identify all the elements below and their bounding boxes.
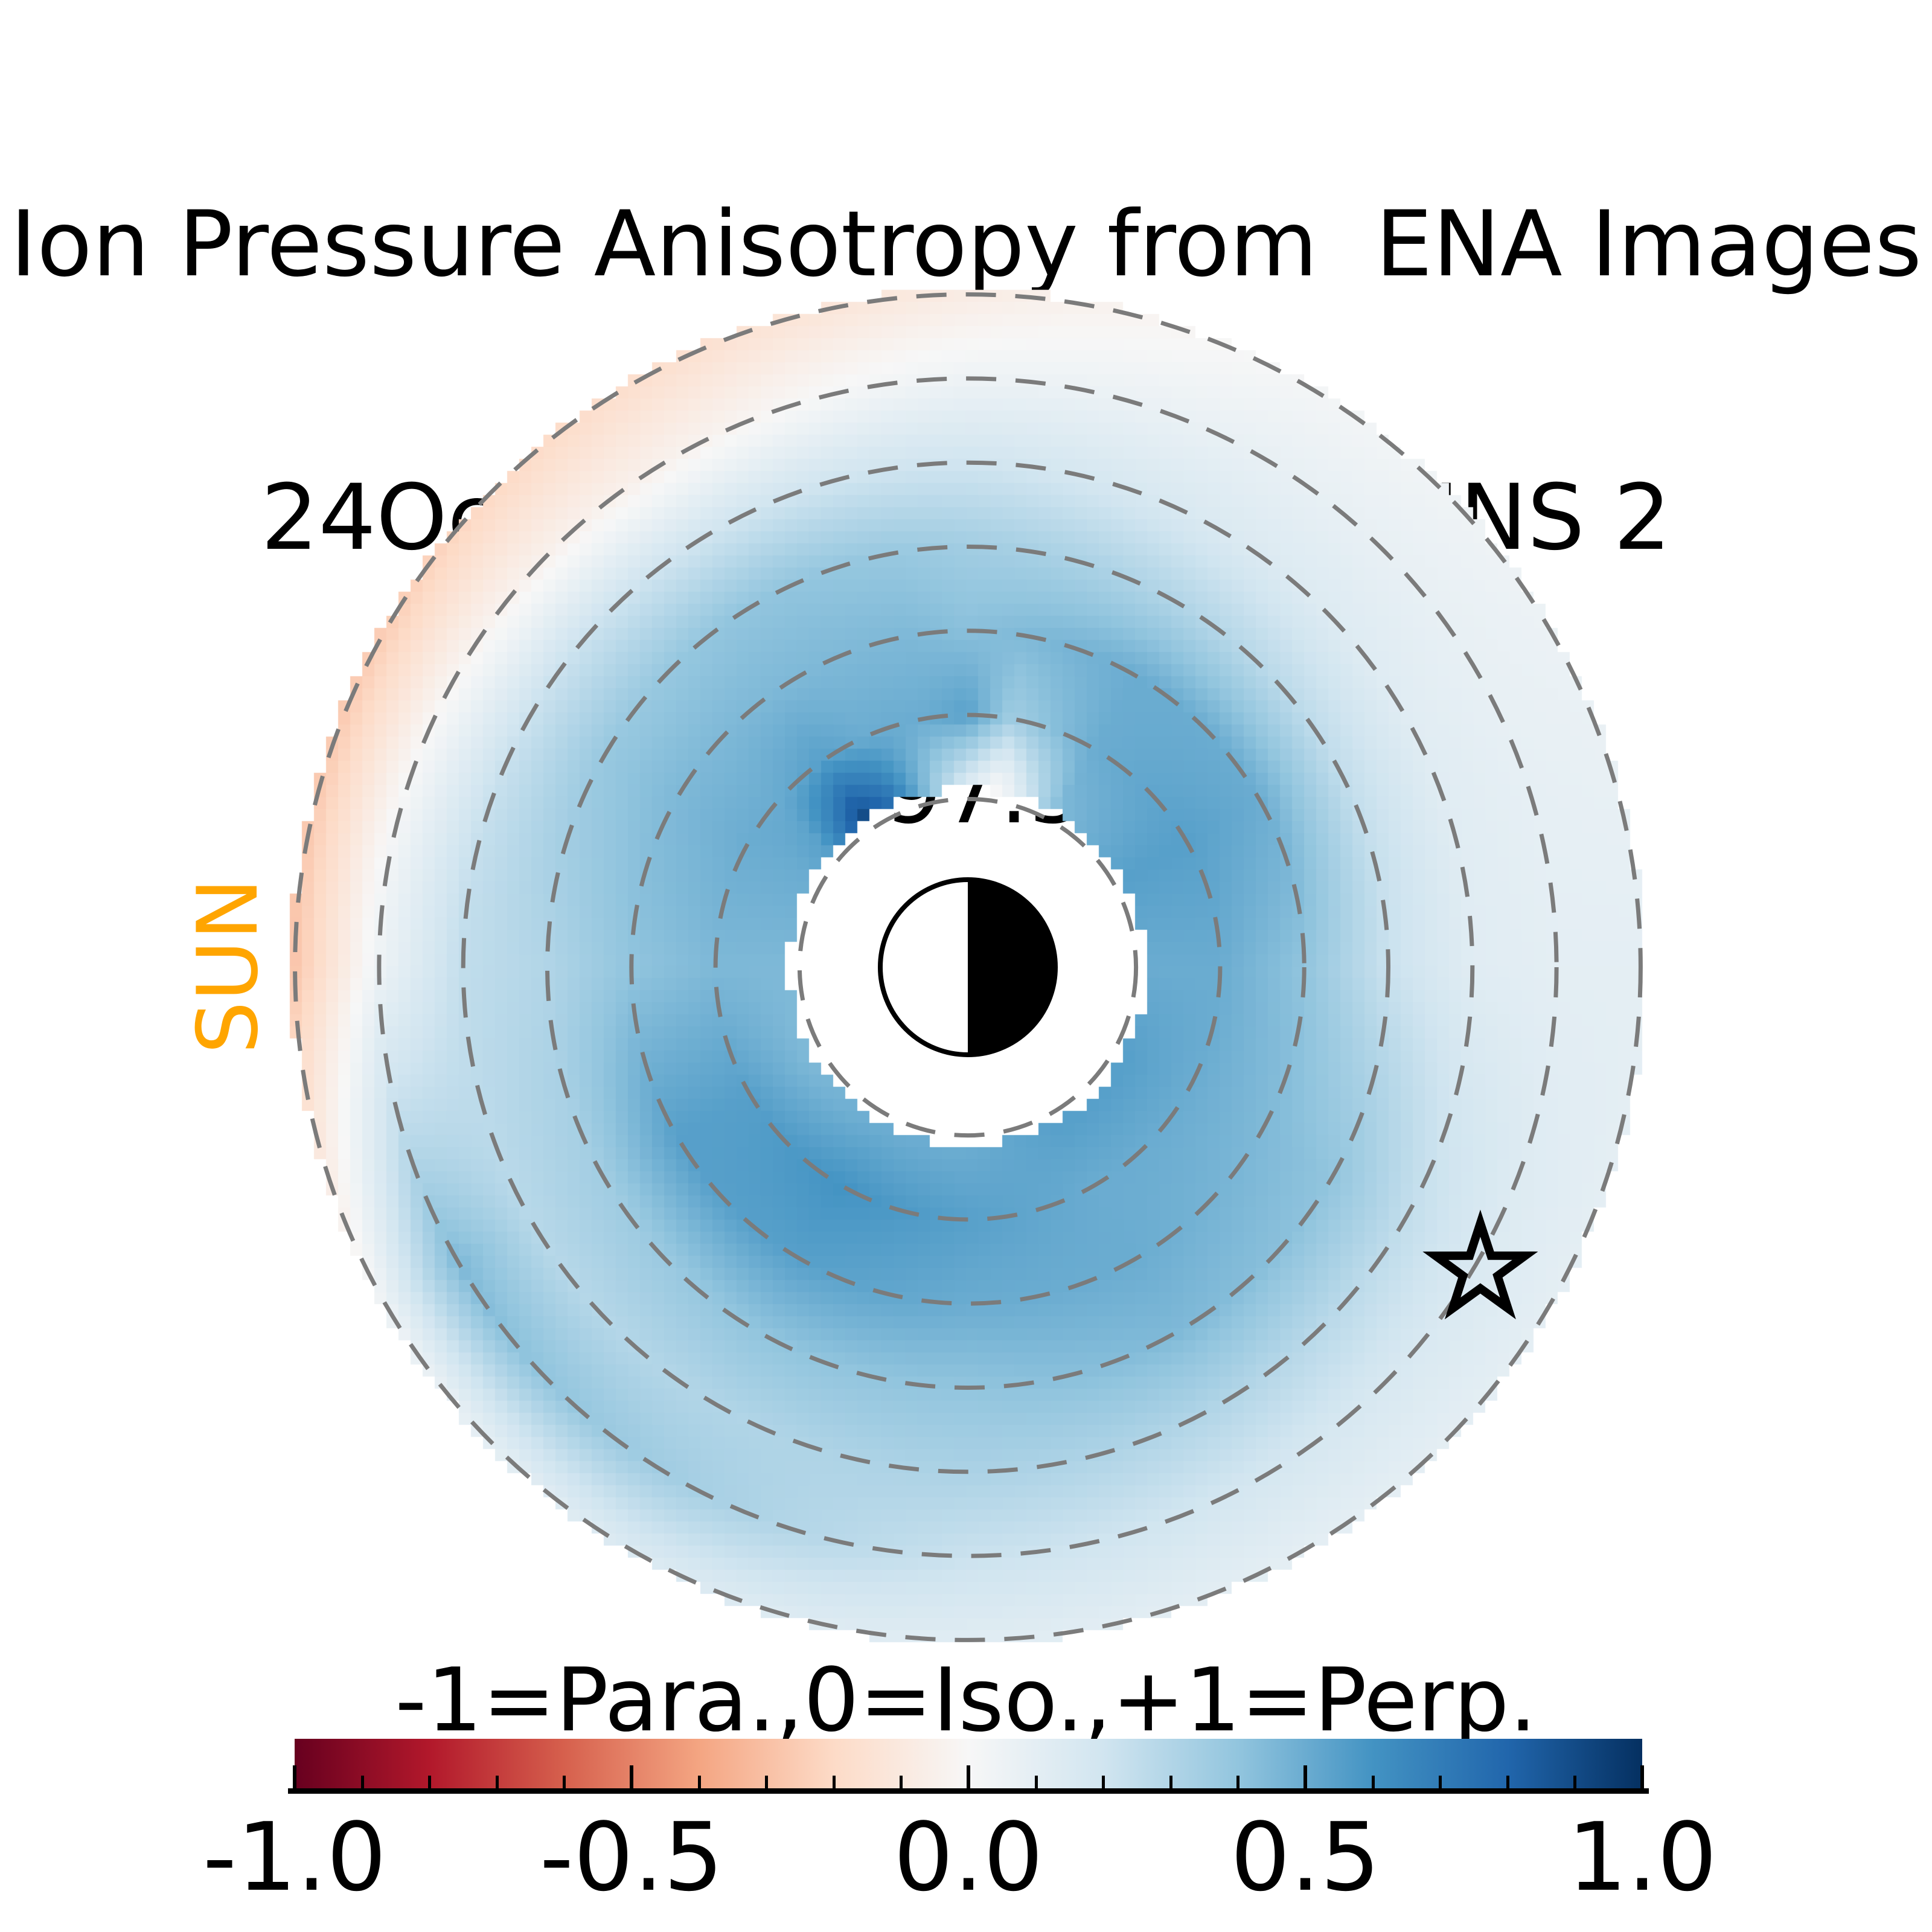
colorbar-minor-tick	[900, 1776, 903, 1788]
colorbar-axis-line	[288, 1788, 1649, 1794]
l-shell-ring	[797, 796, 1139, 1138]
colorbar-minor-tick	[1506, 1776, 1509, 1788]
l-shell-ring	[293, 292, 1643, 1642]
l-shell-ring	[629, 629, 1307, 1306]
colorbar-major-tick	[1640, 1765, 1644, 1788]
colorbar-major-tick	[967, 1765, 970, 1788]
colorbar-minor-tick	[360, 1776, 364, 1788]
colorbar-minor-tick	[1371, 1776, 1375, 1788]
colorbar-major-tick	[630, 1765, 633, 1788]
colorbar-minor-tick	[563, 1776, 566, 1788]
l-shell-ring	[545, 545, 1390, 1390]
earth-nightside-half	[968, 880, 1055, 1055]
colorbar-minor-tick	[428, 1776, 432, 1788]
colorbar-minor-tick	[495, 1776, 499, 1788]
colorbar-tick-label: -0.5	[539, 1802, 724, 1912]
spacecraft-star-marker	[1422, 1209, 1538, 1320]
l-shell-ring	[461, 460, 1475, 1474]
colorbar-minor-tick	[832, 1776, 836, 1788]
sun-direction-label: SUN	[179, 878, 277, 1054]
colorbar-minor-tick	[1439, 1776, 1442, 1788]
colorbar-tick-label: 0.0	[893, 1802, 1044, 1912]
colorbar-label: -1=Para.,0=Iso.,+1=Perp.	[395, 1649, 1537, 1751]
l-shell-ring	[377, 376, 1559, 1558]
colorbar-minor-tick	[1169, 1776, 1172, 1788]
colorbar-minor-tick	[697, 1776, 701, 1788]
l-shell-ring	[713, 712, 1223, 1222]
colorbar-minor-tick	[1573, 1776, 1577, 1788]
colorbar-tick-label: -1.0	[202, 1802, 387, 1912]
colorbar-minor-tick	[1102, 1776, 1105, 1788]
colorbar-tick-label: 0.5	[1230, 1802, 1381, 1912]
colorbar-major-tick	[293, 1765, 296, 1788]
colorbar-minor-tick	[1034, 1776, 1038, 1788]
colorbar-minor-tick	[1236, 1776, 1240, 1788]
colorbar-minor-tick	[765, 1776, 769, 1788]
colorbar-tick-label: 1.0	[1567, 1802, 1718, 1912]
colorbar	[288, 1739, 1649, 1794]
colorbar-major-tick	[1303, 1765, 1307, 1788]
